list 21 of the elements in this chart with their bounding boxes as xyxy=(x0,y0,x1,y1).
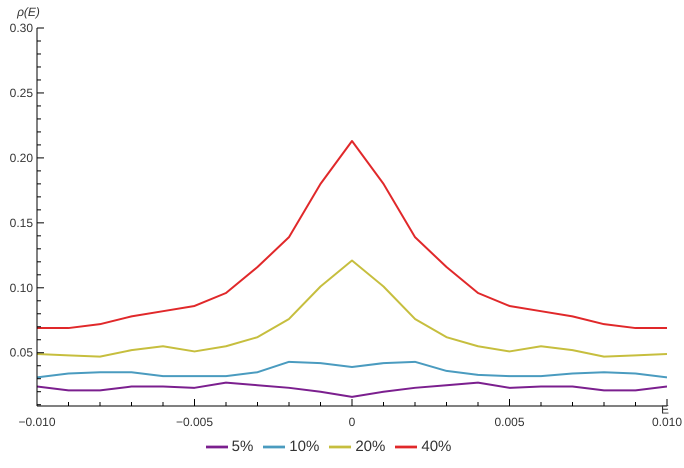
legend-label: 10% xyxy=(289,438,320,455)
line-series xyxy=(37,140,667,330)
line-series xyxy=(37,360,667,378)
x-tick-label: 0.005 xyxy=(494,415,525,429)
x-tick-label: −0.005 xyxy=(176,415,214,429)
legend-label: 40% xyxy=(421,438,452,455)
line-series xyxy=(37,260,667,358)
y-tick-label: 0.25 xyxy=(10,86,34,100)
y-axis-title: ρ(E) xyxy=(16,5,40,19)
x-tick-label: 0 xyxy=(348,415,356,429)
y-tick-label: 0.15 xyxy=(10,216,34,230)
y-tick-label: 0.30 xyxy=(10,21,34,35)
y-tick-label: 0.05 xyxy=(10,346,34,360)
x-tick-label: −0.010 xyxy=(18,415,56,429)
x-axis-title: E xyxy=(661,402,670,416)
y-tick-label: 0.20 xyxy=(10,150,34,165)
y-tick-label: 0.10 xyxy=(10,280,34,295)
legend-label: 5% xyxy=(232,438,254,455)
x-tick-label: 0.010 xyxy=(652,415,682,429)
legend-label: 20% xyxy=(355,438,386,455)
line-series xyxy=(37,382,667,398)
